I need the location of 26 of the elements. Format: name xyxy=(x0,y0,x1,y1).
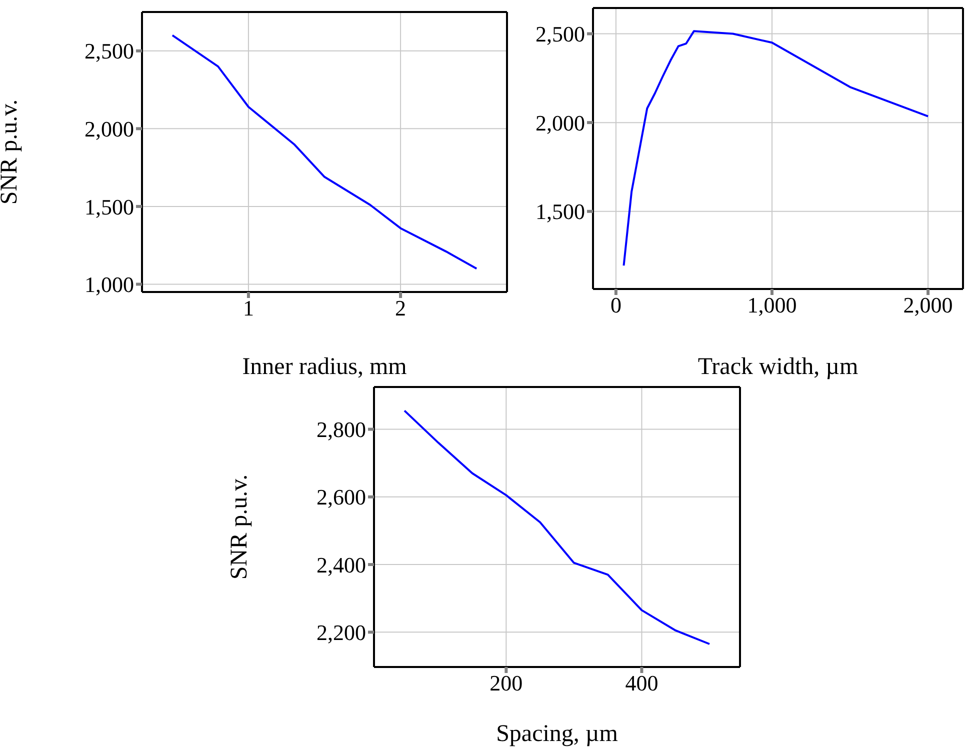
x-axis-title: Inner radius, mm xyxy=(242,354,408,380)
y-axis-title: SNR p.u.v. xyxy=(226,474,253,580)
line-series xyxy=(404,410,710,646)
line-series xyxy=(171,34,478,270)
y-tick-label: 2,000 xyxy=(84,116,134,142)
y-tick-label: 1,000 xyxy=(84,272,134,298)
y-tick-label: 2,500 xyxy=(536,22,585,47)
y-axis-title: SNR p.u.v. xyxy=(0,99,23,205)
x-axis-title: Spacing, µm xyxy=(496,721,618,747)
x-tick-label: 2 xyxy=(395,296,406,321)
x-tick-label: 2,000 xyxy=(903,292,953,318)
x-tick-label: 200 xyxy=(490,670,523,696)
x-tick-label: 400 xyxy=(625,670,658,696)
y-tick-label: 2,400 xyxy=(316,552,366,578)
y-tick-label: 2,600 xyxy=(316,484,366,510)
x-axis-title: Track width, µm xyxy=(698,354,858,380)
y-tick-label: 2,200 xyxy=(316,620,366,645)
x-tick-label: 1 xyxy=(242,296,254,321)
line-series xyxy=(622,30,930,267)
y-tick-label: 2,800 xyxy=(316,417,366,442)
y-tick-label: 2,500 xyxy=(84,38,134,64)
x-tick-label: 0 xyxy=(610,292,622,318)
y-tick-label: 1,500 xyxy=(536,199,585,224)
x-tick-label: 1,000 xyxy=(747,292,797,318)
y-tick-label: 2,000 xyxy=(536,110,585,136)
y-tick-label: 1,500 xyxy=(84,194,134,220)
